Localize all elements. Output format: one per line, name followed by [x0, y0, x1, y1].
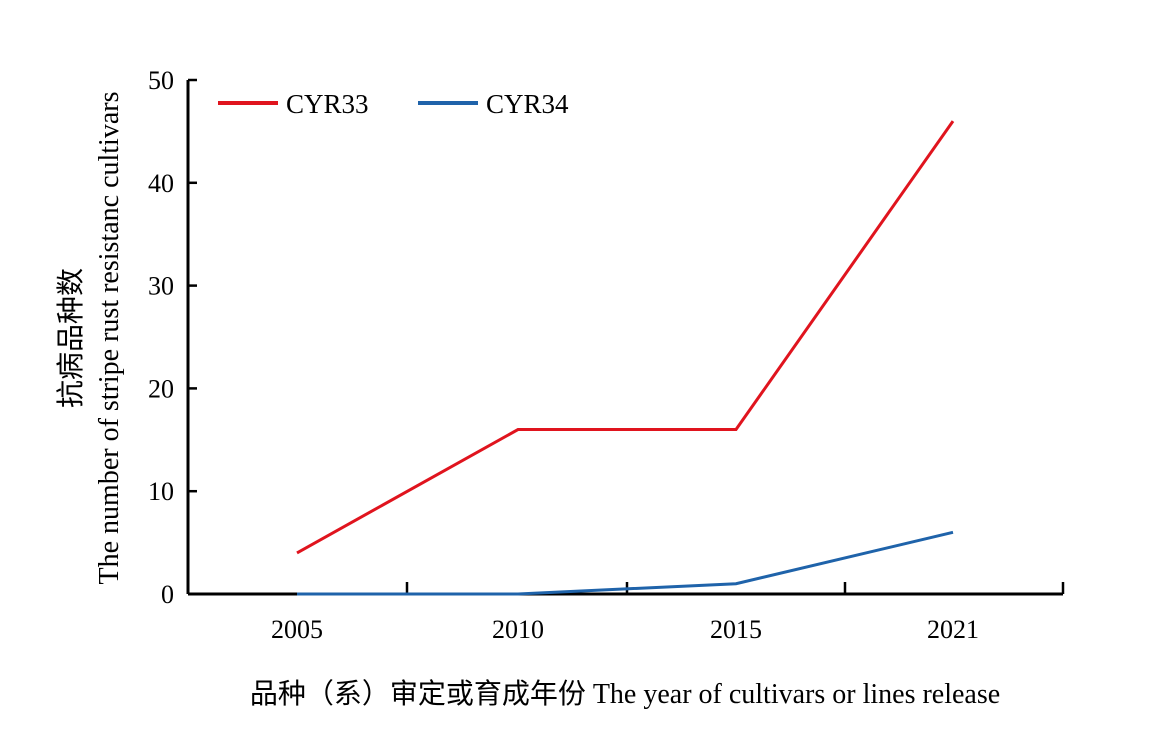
y-axis-title: 抗病品种数 The number of stripe rust resistan…: [55, 92, 125, 585]
x-tick-label: 2010: [492, 615, 544, 644]
y-tick-label: 10: [148, 477, 174, 506]
legend-label-cyr33: CYR33: [286, 89, 369, 119]
y-tick-label: 50: [148, 66, 174, 95]
x-tick-label: 2021: [927, 615, 979, 644]
series-line-cyr33: [296, 120, 955, 555]
y-axis-title-line-2: The number of stripe rust resistanc cult…: [94, 92, 125, 585]
series-lines: [296, 120, 955, 596]
y-tick-label: 20: [148, 374, 174, 403]
y-axis-title-line-1: 抗病品种数: [55, 268, 87, 408]
y-tick-label: 40: [148, 169, 174, 198]
x-axis-title: 品种（系）审定或育成年份 The year of cultivars or li…: [250, 678, 1000, 710]
y-tick-label: 0: [161, 580, 174, 609]
legend-label-cyr34: CYR34: [486, 89, 569, 119]
x-tick-label: 2015: [710, 615, 762, 644]
axes: [186, 80, 1063, 596]
series-line-cyr34: [297, 530, 954, 596]
y-tick-label: 30: [148, 272, 174, 301]
x-tick-label: 2005: [271, 615, 323, 644]
y-axis-ticks: 0 10 20 30 40 50: [148, 66, 197, 609]
x-axis-ticks: 2005 2010 2015 2021: [271, 582, 1065, 644]
legend: CYR33 CYR34: [218, 89, 569, 119]
